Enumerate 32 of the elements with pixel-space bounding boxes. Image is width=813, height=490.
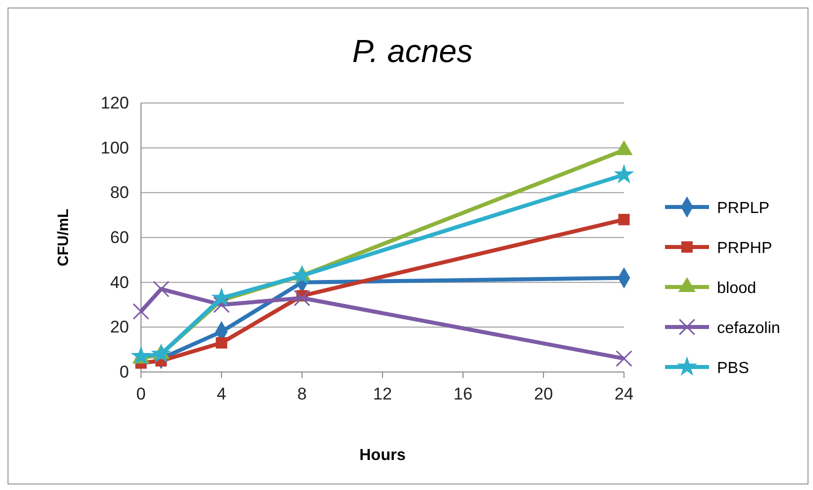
x-tick-label: 16 <box>454 384 472 404</box>
point <box>150 343 172 363</box>
legend-label: PRPHP <box>717 240 772 257</box>
point <box>614 164 634 184</box>
y-axis-title: CFU/mL <box>55 208 72 266</box>
y-tick-label: 120 <box>100 93 129 112</box>
chart-title: P. acnes <box>352 33 473 69</box>
legend-label: blood <box>717 280 756 297</box>
point <box>618 214 630 226</box>
x-tick-label: 0 <box>136 384 146 404</box>
point <box>213 296 230 314</box>
legend-label: PBS <box>717 360 750 377</box>
x-tick-label: 20 <box>534 384 553 404</box>
x-tick-label: 12 <box>373 384 392 404</box>
x-axis-title: Hours <box>359 447 406 464</box>
point <box>616 350 632 367</box>
point <box>216 337 228 349</box>
legend-label: cefazolin <box>717 320 780 337</box>
point <box>152 280 170 298</box>
point <box>615 140 633 156</box>
point <box>132 303 150 320</box>
legend-label: PRPLP <box>717 200 770 217</box>
y-tick-label: 40 <box>110 272 129 292</box>
x-tick-label: 8 <box>297 384 307 404</box>
x-tick-label: 24 <box>614 384 634 404</box>
point <box>294 290 310 306</box>
y-tick-label: 80 <box>110 183 129 202</box>
y-tick-label: 60 <box>110 228 129 247</box>
y-tick-label: 0 <box>120 362 129 382</box>
y-tick-label: 20 <box>110 318 129 337</box>
x-tick-label: 4 <box>216 384 226 404</box>
y-tick-label: 100 <box>100 138 129 158</box>
